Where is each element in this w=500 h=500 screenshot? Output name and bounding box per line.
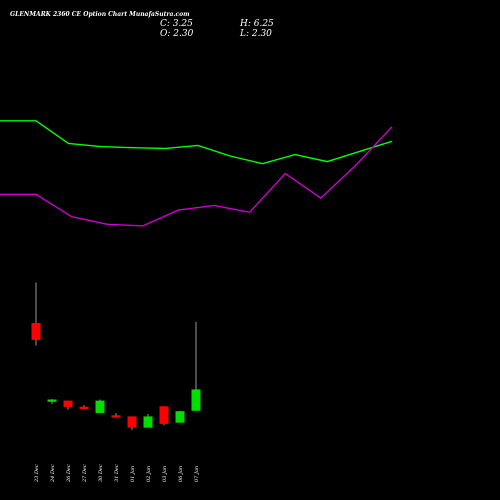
fast-moving-average-line (0, 120, 393, 165)
close-value: C: 3.25 (160, 19, 193, 29)
date-tick-label: 02 Jan (146, 466, 152, 482)
date-tick-label: 26 Dec (66, 464, 72, 483)
date-tick-label: 30 Dec (98, 464, 104, 482)
chart-title: GLENMARK 2360 CE Option Chart MunafaSutr… (10, 11, 190, 18)
candle-2 (47, 399, 57, 404)
bearish-candle-body (111, 415, 121, 418)
bearish-candle-body (31, 323, 41, 340)
candle-5 (95, 399, 105, 413)
date-tick-label: 23 Dec (34, 464, 40, 483)
bullish-candle-body (47, 399, 57, 402)
date-tick-label: 06 Jan (178, 466, 184, 482)
bearish-candle-body (127, 416, 137, 428)
date-tick-label: 24 Dec (50, 464, 56, 483)
candle-9 (159, 406, 169, 426)
high-value: H: 6.25 (239, 19, 274, 29)
candle-6 (111, 413, 121, 418)
candle-4 (79, 405, 89, 410)
date-tick-label: 03 Jan (162, 466, 168, 482)
date-tick-label: 27 Dec (82, 464, 88, 483)
bearish-candle-body (159, 406, 169, 424)
bearish-candle-body (79, 406, 89, 409)
date-tick-label: 01 Jan (130, 466, 136, 482)
date-tick-label: 07 Jan (194, 466, 200, 482)
low-value: L: 2.30 (239, 29, 272, 39)
bearish-candle-body (63, 400, 73, 407)
candle-3 (63, 400, 73, 410)
slow-moving-average-line (0, 126, 393, 227)
date-tick-label: 31 Dec (114, 464, 120, 482)
candle-11 (191, 321, 201, 411)
candle-10 (175, 410, 185, 423)
candles (31, 282, 201, 430)
bullish-candle-body (175, 411, 185, 423)
moving-average-lines (0, 120, 393, 227)
open-value: O: 2.30 (160, 29, 194, 39)
candle-7 (127, 416, 137, 430)
bullish-candle-body (95, 400, 105, 413)
date-axis: 23 Dec 24 Dec 26 Dec 27 Dec 30 Dec 31 Dec 01 J… (34, 464, 200, 483)
bullish-candle-body (143, 416, 153, 428)
candle-8 (143, 414, 153, 428)
bullish-candle-body (191, 389, 201, 411)
candle-1 (31, 282, 41, 346)
